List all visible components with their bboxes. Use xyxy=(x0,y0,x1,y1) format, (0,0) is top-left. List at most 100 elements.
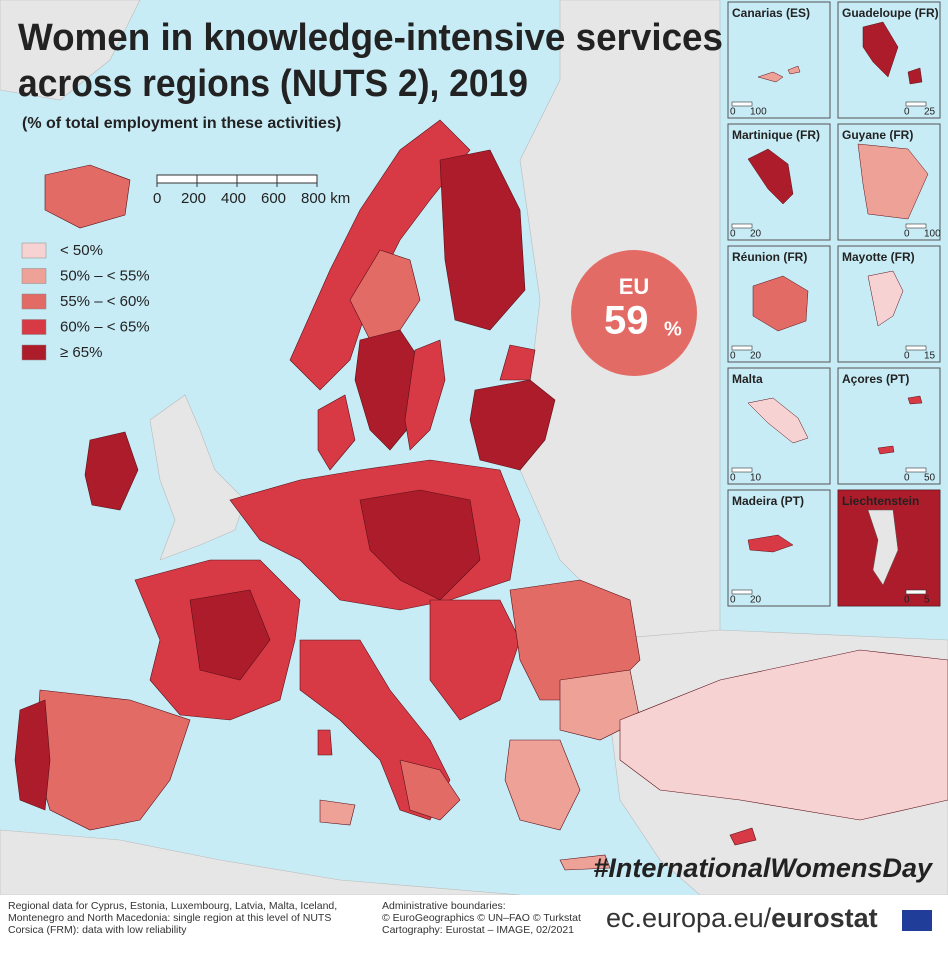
region xyxy=(619,649,948,821)
inset-title: Mayotte (FR) xyxy=(842,250,915,264)
region xyxy=(317,729,333,756)
hashtag: #InternationalWomensDay xyxy=(593,853,934,883)
credits-line: Cartography: Eurostat – IMAGE, 02/2021 xyxy=(382,924,574,936)
region xyxy=(399,759,461,821)
region xyxy=(439,149,526,331)
inset: Açores (PT) 0 50 xyxy=(837,367,941,485)
inset-region xyxy=(877,395,923,455)
land-africa xyxy=(0,829,521,896)
inset-scale-bar xyxy=(731,589,753,595)
region xyxy=(729,827,757,846)
region xyxy=(189,589,271,681)
region xyxy=(504,739,581,831)
inset-scale-label: 0 xyxy=(730,107,736,118)
scale-label: 400 xyxy=(221,190,246,207)
inset-land xyxy=(867,509,899,586)
region xyxy=(317,394,356,471)
inset-region xyxy=(747,534,794,553)
inset-scale-label: 100 xyxy=(924,229,941,240)
legend-label: < 50% xyxy=(60,242,103,259)
inset-scale-bar xyxy=(905,223,927,229)
inset-scale-label: 0 xyxy=(904,107,910,118)
inset-scale-label: 0 xyxy=(730,229,736,240)
inset-scale-bar xyxy=(905,101,927,107)
region xyxy=(404,339,446,451)
land-uk xyxy=(149,394,246,561)
legend-swatch xyxy=(21,293,47,310)
inset-scale-label: 20 xyxy=(750,229,762,240)
legend-label: 50% – < 55% xyxy=(60,267,150,284)
eu-badge-circle xyxy=(571,250,697,376)
credits-line: Administrative boundaries: xyxy=(382,900,506,912)
region xyxy=(359,489,481,601)
inset: Canarias (ES) 0 100 xyxy=(727,1,831,119)
inset-scale-label: 0 xyxy=(904,595,910,606)
inset-title: Guyane (FR) xyxy=(842,128,913,142)
eu-value: 59 xyxy=(604,299,649,343)
region xyxy=(429,599,521,721)
inset-region xyxy=(867,270,904,327)
region xyxy=(469,379,556,471)
inset-scale-label: 15 xyxy=(924,351,936,362)
inset: Guadeloupe (FR) 0 25 xyxy=(837,1,941,119)
footer xyxy=(0,895,948,948)
inset-region xyxy=(857,143,929,220)
inset-frame xyxy=(837,367,941,485)
inset: Malta 0 10 xyxy=(727,367,831,485)
inset-scale-label: 0 xyxy=(904,473,910,484)
region xyxy=(14,699,51,811)
inset: Martinique (FR) 0 20 xyxy=(727,123,831,241)
inset: Liechtenstein 0 5 xyxy=(837,489,941,607)
footnote-line: Corsica (FRM): data with low reliability xyxy=(8,924,187,936)
region xyxy=(559,854,611,871)
eu-badge: EU 59 % xyxy=(571,250,697,376)
inset-scale-label: 10 xyxy=(750,473,762,484)
eu-label: EU xyxy=(619,274,650,299)
legend-swatch xyxy=(21,344,47,361)
inset: Madeira (PT) 0 20 xyxy=(727,489,831,607)
region xyxy=(319,799,356,826)
legend-swatch xyxy=(21,319,47,335)
legend-swatch xyxy=(21,268,47,284)
inset-scale-bar xyxy=(731,467,753,473)
inset: Guyane (FR) 0 100 xyxy=(837,123,941,241)
inset-scale-label: 20 xyxy=(750,595,762,606)
legend: < 50% 50% – < 55% 55% – < 60% 60% – < 65% ≥ … xyxy=(21,242,150,361)
region xyxy=(499,344,536,381)
legend-label: ≥ 65% xyxy=(60,344,102,361)
url-brand: eurostat xyxy=(771,903,878,933)
inset-scale-label: 100 xyxy=(750,107,767,118)
inset-region xyxy=(747,148,794,205)
inset-scale-label: 25 xyxy=(924,107,936,118)
footnote-line: Montenegro and North Macedonia: single r… xyxy=(8,912,331,924)
scale-label: 200 xyxy=(181,190,206,207)
inset-region xyxy=(757,65,801,83)
regions xyxy=(14,119,948,871)
land-north xyxy=(0,0,141,101)
inset: Réunion (FR) 0 20 xyxy=(727,245,831,363)
inset-scale-label: 0 xyxy=(730,473,736,484)
title-line: Women in knowledge-intensive services xyxy=(18,17,723,59)
inset-title: Açores (PT) xyxy=(842,372,909,386)
inset-region xyxy=(752,275,809,332)
inset-title: Madeira (PT) xyxy=(732,494,804,508)
eu-unit: % xyxy=(664,318,682,340)
inset-scale-bar xyxy=(731,101,753,107)
inset-scale-bar xyxy=(905,589,927,595)
inset-scale-label: 0 xyxy=(730,595,736,606)
footnote-line: Regional data for Cyprus, Estonia, Luxem… xyxy=(8,900,337,912)
inset-scale-label: 5 xyxy=(924,595,930,606)
eu-flag xyxy=(902,910,932,931)
inset-title: Liechtenstein xyxy=(842,494,919,508)
legend-label: 55% – < 60% xyxy=(60,293,150,310)
footnote: Regional data for Cyprus, Estonia, Luxem… xyxy=(8,900,337,936)
inset-scale-label: 0 xyxy=(904,229,910,240)
scale-label: 800 km xyxy=(301,190,350,207)
scale-label: 0 xyxy=(153,190,161,207)
region xyxy=(44,164,131,229)
inset-scale-bar xyxy=(905,467,927,473)
scale-label: 600 xyxy=(261,190,286,207)
inset-scale-label: 50 xyxy=(924,473,936,484)
inset-scale-label: 20 xyxy=(750,351,762,362)
